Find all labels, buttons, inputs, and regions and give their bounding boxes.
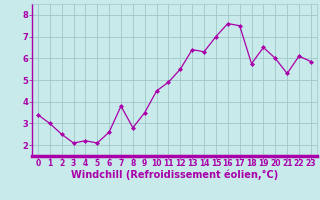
X-axis label: Windchill (Refroidissement éolien,°C): Windchill (Refroidissement éolien,°C) xyxy=(71,170,278,180)
